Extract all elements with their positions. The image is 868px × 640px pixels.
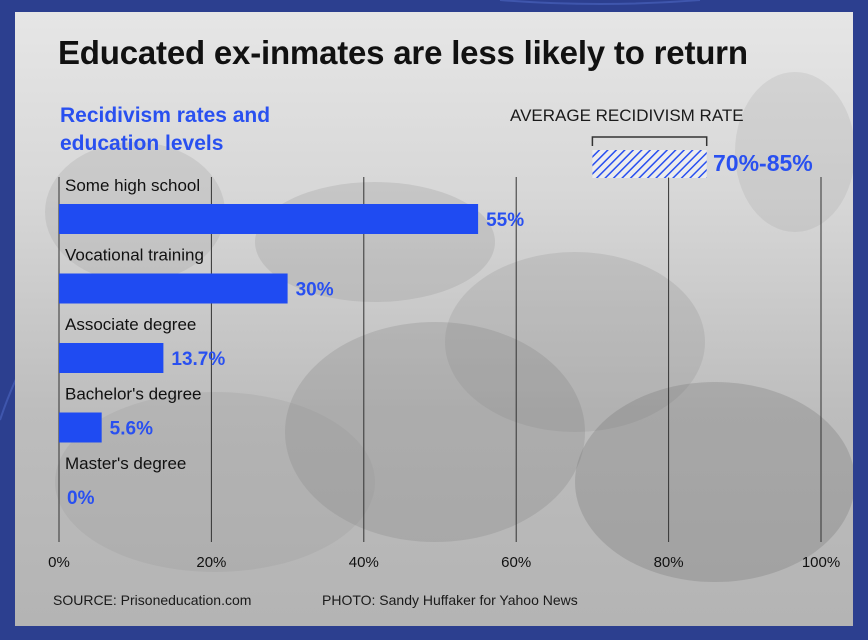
infographic-card: Educated ex-inmates are less likely to r… bbox=[15, 12, 853, 626]
x-tick-label-40: 40% bbox=[349, 554, 379, 571]
bar bbox=[59, 273, 288, 304]
average-rate-value: 70%-85% bbox=[713, 150, 813, 176]
bar-value-label: 5.6% bbox=[110, 419, 153, 440]
bar-value-label: 30% bbox=[296, 280, 334, 301]
source-credit: SOURCE: Prisoneducation.com bbox=[53, 592, 252, 608]
bar bbox=[59, 343, 164, 373]
x-tick-label-80: 80% bbox=[654, 554, 684, 571]
average-range-bracket bbox=[591, 136, 708, 146]
chart-subtitle: Recidivism rates and education levels bbox=[60, 104, 271, 155]
gridlines bbox=[58, 177, 822, 542]
average-range-hatched-bar bbox=[592, 150, 707, 178]
x-axis-ticks: 0% 20% 40% 60% 80% 100% bbox=[48, 554, 840, 571]
x-tick-label-0: 0% bbox=[48, 554, 70, 571]
photo-credit: PHOTO: Sandy Huffaker for Yahoo News bbox=[322, 592, 578, 608]
x-tick-label-100: 100% bbox=[802, 554, 840, 571]
bar-value-label: 13.7% bbox=[171, 349, 225, 370]
bar-chart: Some high school 55% Vocational training 30… bbox=[48, 136, 840, 571]
category-label: Some high school bbox=[65, 176, 200, 195]
average-rate-label: AVERAGE RECIDIVISM RATE bbox=[510, 106, 744, 125]
bar bbox=[59, 412, 102, 443]
bar bbox=[59, 204, 479, 234]
bar-value-label: 0% bbox=[67, 488, 95, 509]
category-label: Associate degree bbox=[65, 315, 196, 334]
x-tick-label-20: 20% bbox=[196, 554, 226, 571]
x-tick-label-60: 60% bbox=[501, 554, 531, 571]
category-label: Vocational training bbox=[65, 246, 204, 265]
average-range-annotation bbox=[591, 136, 708, 178]
category-label: Bachelor's degree bbox=[65, 385, 202, 404]
bar-value-label: 55% bbox=[486, 210, 524, 231]
category-label: Master's degree bbox=[65, 454, 186, 473]
bars: Some high school 55% Vocational training 30… bbox=[59, 176, 524, 509]
chart-title: Educated ex-inmates are less likely to r… bbox=[58, 34, 748, 71]
